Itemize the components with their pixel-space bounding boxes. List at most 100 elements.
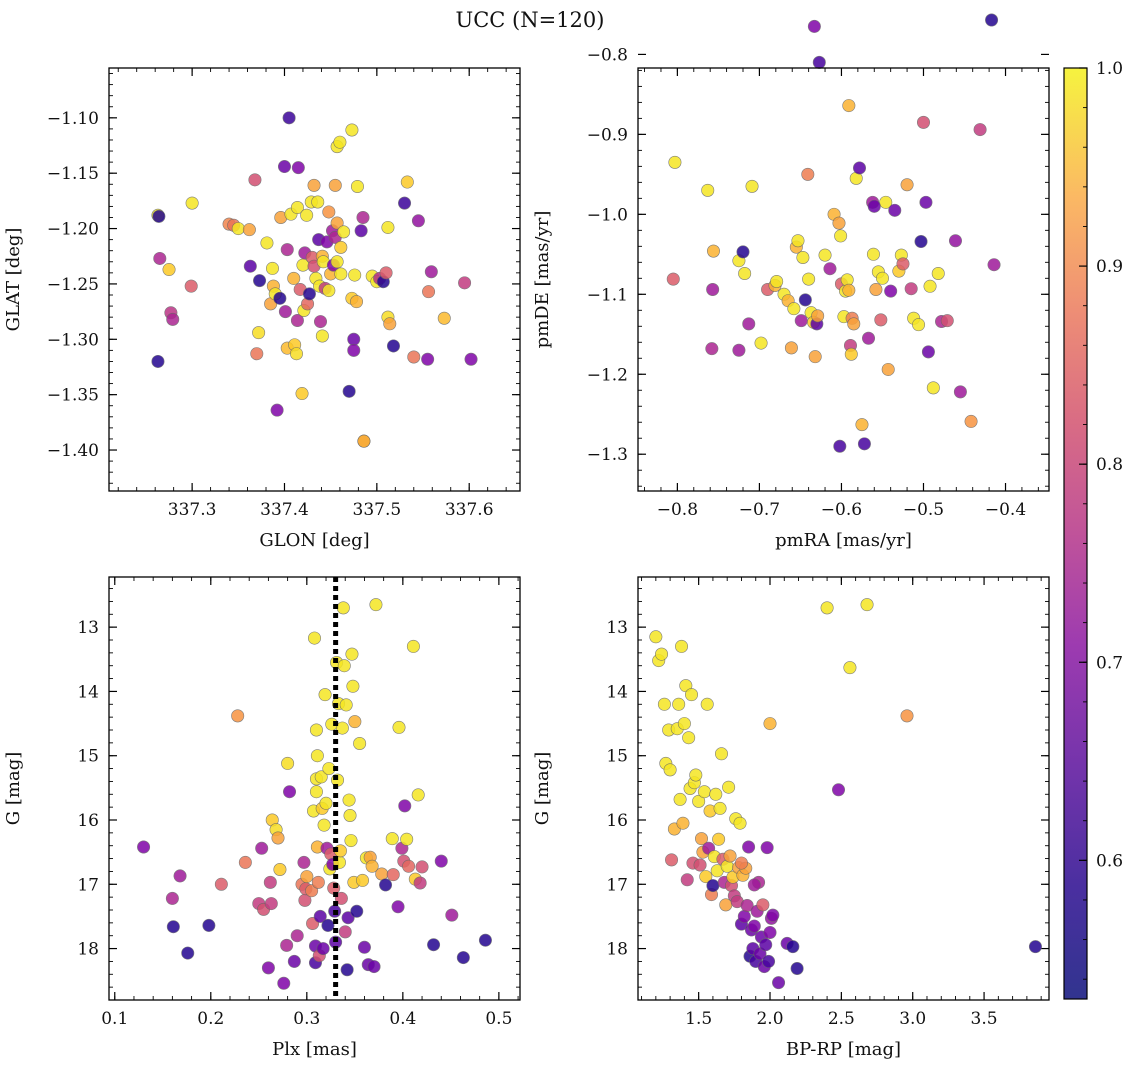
data-point <box>322 205 336 219</box>
data-point <box>345 123 359 137</box>
data-point <box>437 311 451 325</box>
y-tick-label: 17 <box>77 875 99 895</box>
y-tick-label: −1.0 <box>587 205 628 225</box>
data-point <box>706 244 720 258</box>
data-point <box>668 155 682 169</box>
data-point <box>291 161 305 175</box>
y-tick-label: 16 <box>606 811 628 831</box>
data-point <box>181 946 195 960</box>
data-point <box>763 925 777 939</box>
data-point <box>912 318 926 332</box>
data-point <box>283 785 297 799</box>
y-tick-label: 16 <box>77 811 99 831</box>
data-point <box>832 216 846 230</box>
y-tick-label: 15 <box>77 747 99 767</box>
data-point <box>357 434 371 448</box>
data-point <box>807 19 821 33</box>
data-point <box>277 976 291 990</box>
data-point <box>264 897 278 911</box>
data-point <box>862 331 876 345</box>
data-point <box>166 920 180 934</box>
data-point <box>842 283 856 297</box>
data-point <box>458 276 472 290</box>
data-point <box>162 263 176 277</box>
panel-bprp-g: 1.5 2.0 2.5 3.0 3.5 13 14 15 16 17 18 BP-RP [mag] G … <box>532 576 1050 1060</box>
data-point <box>714 747 728 761</box>
data-point <box>888 203 902 217</box>
data-point <box>271 831 285 845</box>
data-point <box>663 763 677 777</box>
data-point <box>339 698 353 712</box>
x-tick-label: 3.5 <box>971 1009 998 1029</box>
data-point <box>273 862 287 876</box>
data-point <box>337 659 351 673</box>
data-point <box>723 849 737 863</box>
x-tick-label: 337.5 <box>353 500 402 520</box>
data-point <box>406 639 420 653</box>
data-point <box>445 908 459 922</box>
data-point <box>346 679 360 693</box>
data-point <box>706 879 720 893</box>
data-point <box>309 723 323 737</box>
data-point <box>421 352 435 366</box>
data-point <box>260 236 274 250</box>
data-point <box>940 314 954 328</box>
data-point <box>336 601 350 615</box>
data-point <box>796 251 810 265</box>
data-point <box>424 265 438 279</box>
data-point <box>705 342 719 356</box>
data-point <box>386 868 400 882</box>
data-point <box>400 175 414 189</box>
data-point <box>295 387 309 401</box>
data-point <box>874 313 888 327</box>
data-point <box>665 853 679 867</box>
data-point <box>843 661 857 675</box>
data-point <box>820 601 834 615</box>
data-point <box>270 403 284 417</box>
data-point <box>649 630 663 644</box>
y-tick-label: 13 <box>606 618 628 638</box>
data-point <box>740 898 754 912</box>
data-point <box>948 234 962 248</box>
colorbar-tick-label: 0.9 <box>1096 257 1123 277</box>
axes-frame <box>108 67 521 492</box>
colorbar-tick-label: 0.6 <box>1096 851 1123 871</box>
data-point <box>290 929 304 943</box>
data-point <box>953 385 967 399</box>
data-point <box>699 870 713 884</box>
data-point <box>297 855 311 869</box>
data-point <box>348 268 362 282</box>
data-point <box>682 731 696 745</box>
data-point <box>754 336 768 350</box>
data-point <box>787 302 801 316</box>
data-point <box>860 598 874 612</box>
data-point <box>772 976 786 990</box>
y-tick-label: −1.15 <box>47 164 99 184</box>
data-point <box>756 898 770 912</box>
data-point <box>185 196 199 210</box>
data-point <box>231 709 245 723</box>
data-point <box>379 266 393 280</box>
data-point <box>900 709 914 723</box>
data-point <box>655 647 669 661</box>
data-point <box>875 271 889 285</box>
x-tick-label: 337.3 <box>168 500 217 520</box>
y-tick-label: −1.3 <box>587 445 628 465</box>
data-point <box>282 111 296 125</box>
data-point <box>347 332 361 346</box>
data-point <box>152 209 166 223</box>
data-point <box>919 195 933 209</box>
data-point <box>763 717 777 731</box>
x-axis-label: BP-RP [mag] <box>786 1039 901 1060</box>
data-point <box>278 305 292 319</box>
y-tick-label: 14 <box>77 682 99 702</box>
y-tick-label: −0.8 <box>587 45 628 65</box>
data-point <box>385 832 399 846</box>
data-point <box>847 317 861 331</box>
data-point <box>344 834 358 848</box>
data-point <box>252 326 266 340</box>
data-point <box>742 317 756 331</box>
colorbar: 0.6 0.7 0.8 0.9 1.0 <box>1063 59 1123 1000</box>
y-tick-label: −1.1 <box>587 285 628 305</box>
